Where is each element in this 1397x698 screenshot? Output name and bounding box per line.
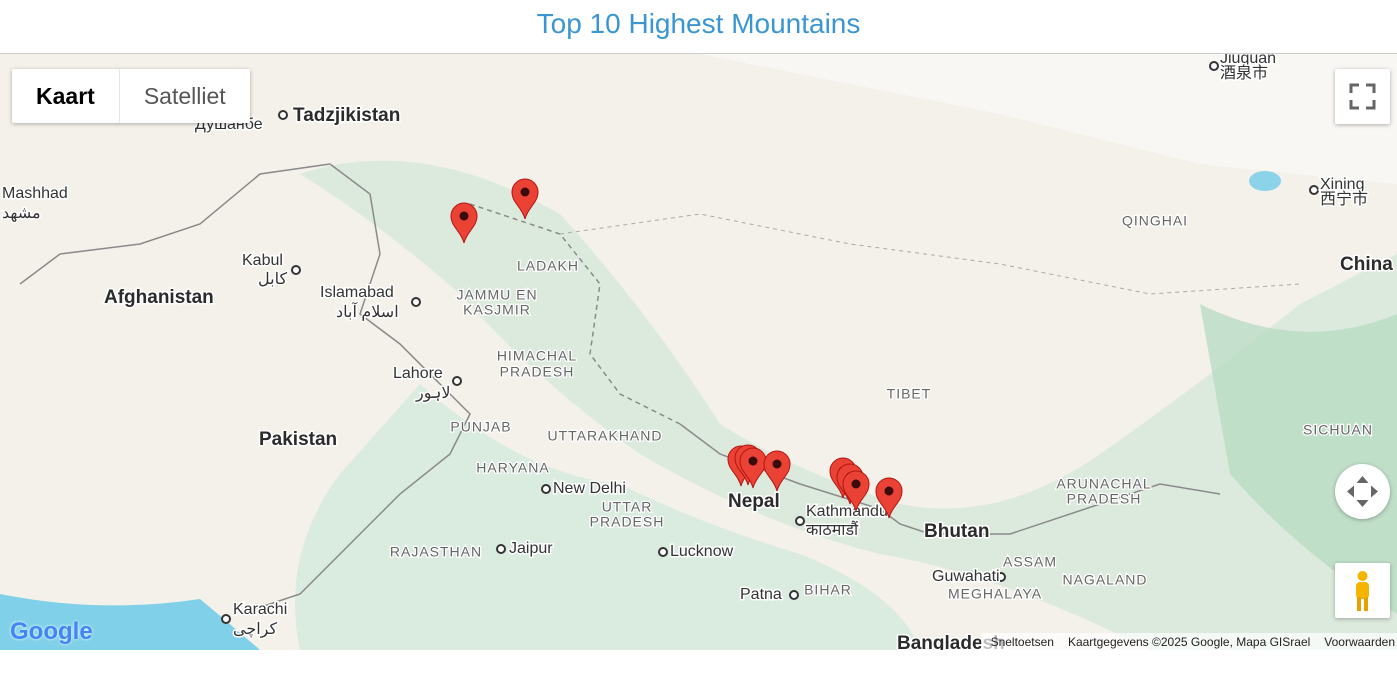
place-label: China: [1340, 254, 1393, 275]
place-label: ASSAM: [1003, 554, 1057, 570]
place-label: PRADESH: [1067, 491, 1142, 507]
city-dot: [658, 547, 668, 557]
place-label: JAMMU EN: [456, 287, 537, 303]
place-label: Guwahati: [932, 568, 1000, 585]
place-label: Kabul: [242, 252, 283, 269]
city-dot: [1309, 185, 1319, 195]
city-dot: [411, 297, 421, 307]
pan-icon: [1347, 476, 1378, 507]
place-label: Bangladesh: [897, 633, 1005, 650]
fullscreen-button[interactable]: [1335, 69, 1390, 124]
place-label: Nepal: [728, 491, 780, 512]
title: Top 10 Highest Mountains: [536, 8, 861, 39]
place-label: 西宁市: [1320, 190, 1368, 208]
place-label: Karachi: [233, 601, 287, 618]
place-label: PRADESH: [500, 364, 575, 380]
terms-link[interactable]: Voorwaarden: [1324, 634, 1395, 649]
street-view-control[interactable]: [1335, 563, 1390, 618]
marker: [842, 470, 870, 512]
attribution-bar: Sneltoetsen Kaartgegevens ©2025 Google, …: [980, 633, 1397, 650]
place-label: PRADESH: [590, 514, 665, 530]
place-label: اسلام آباد: [336, 301, 399, 321]
place-label: کابل: [258, 271, 287, 288]
place-label: Xining: [1320, 176, 1364, 193]
marker-dot: [748, 456, 758, 466]
pegman-icon: [1356, 571, 1369, 611]
marker: [450, 202, 478, 244]
city-dot: [452, 376, 462, 386]
marker-dot: [851, 479, 861, 489]
city-dot: [496, 544, 506, 554]
place-label: 酒泉市: [1220, 64, 1268, 82]
city-dot: [996, 572, 1006, 582]
place-label: BIHAR: [804, 582, 852, 598]
map-data: Kaartgegevens ©2025 Google, Mapa GISrael: [1067, 634, 1311, 649]
city-dot: [278, 110, 288, 120]
shortcuts-link[interactable]: Sneltoetsen: [990, 634, 1054, 649]
place-label: SICHUAN: [1303, 422, 1373, 438]
marker: [875, 477, 903, 519]
city-dot: [1209, 61, 1219, 71]
marker-dot: [459, 211, 469, 221]
place-label: مشهد: [2, 205, 41, 222]
place-label: Lahore: [393, 365, 443, 382]
map-type-control: Kaart Satelliet: [12, 69, 250, 123]
place-label: RAJASTHAN: [390, 544, 482, 560]
place-label: کراچی: [233, 621, 278, 638]
place-label: Kathmandu: [806, 503, 888, 520]
place-label: Islamabad: [320, 284, 394, 301]
place-label: PUNJAB: [450, 419, 511, 435]
marker-dot: [772, 459, 782, 469]
place-label: لاہور: [415, 385, 451, 402]
place-label: TIBET: [887, 386, 932, 402]
marker: [511, 178, 539, 220]
satellite-button[interactable]: Satelliet: [143, 83, 226, 109]
pan-control[interactable]: [1335, 464, 1390, 519]
marker: [763, 450, 791, 492]
place-label: ARUNACHAL: [1056, 476, 1151, 492]
place-label: काठमाडौं: [806, 520, 859, 539]
city-dot: [291, 265, 301, 275]
map[interactable]: Tadzjikistan Душанбе Mashhad مشهد Kabul کابل A…: [0, 53, 1397, 650]
place-label: Bhutan: [924, 521, 989, 542]
place-label: LADAKH: [517, 258, 579, 274]
place-label: UTTARAKHAND: [548, 428, 663, 444]
city-dot: [541, 484, 551, 494]
fullscreen-icon: [1349, 83, 1376, 110]
place-label: NAGALAND: [1062, 572, 1147, 588]
map-button[interactable]: Kaart: [12, 69, 120, 123]
place-label: HARYANA: [476, 460, 549, 476]
city-dot: [795, 516, 805, 526]
map-canvas: TadzjikistanДушанбеMashhadمشهدKabulکابلA…: [0, 54, 1397, 650]
place-label: KASJMIR: [463, 302, 531, 318]
place-label: Lucknow: [670, 543, 734, 560]
google-logo: Google: [10, 618, 93, 645]
city-dot: [221, 614, 231, 624]
place-label: HIMACHAL: [497, 348, 577, 364]
place-label: Pakistan: [259, 429, 337, 450]
place-label: Afghanistan: [104, 287, 214, 308]
place-label: Tadzjikistan: [293, 105, 400, 126]
place-label: Mashhad: [2, 185, 68, 202]
place-label: New Delhi: [553, 480, 626, 497]
place-label: QINGHAI: [1122, 213, 1188, 229]
marker: [739, 447, 767, 489]
city-dot: [789, 590, 799, 600]
place-label: MEGHALAYA: [948, 586, 1042, 602]
marker-dot: [884, 486, 894, 496]
marker-dot: [520, 187, 530, 197]
place-label: UTTAR: [602, 499, 653, 515]
place-label: Patna: [740, 586, 782, 603]
place-label: Jaipur: [509, 540, 553, 557]
place-label: Jiuquan: [1220, 54, 1276, 67]
